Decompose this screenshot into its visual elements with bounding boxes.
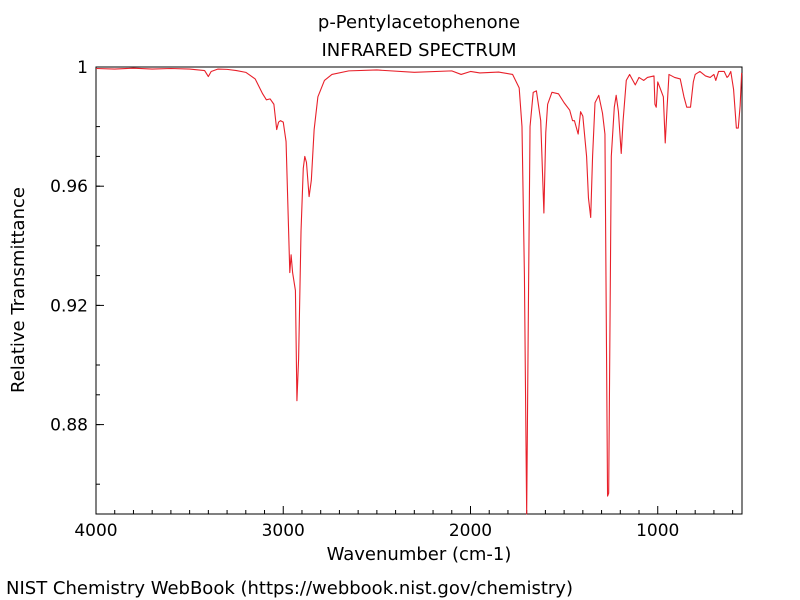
chart-title: p-Pentylacetophenone xyxy=(318,12,520,33)
y-axis-label: Relative Transmittance xyxy=(8,187,29,393)
spectrum-line xyxy=(95,67,743,515)
minor-ticks xyxy=(96,66,734,515)
x-tick-label: 3000 xyxy=(262,521,305,541)
y-axis-ticks: 1 0.96 0.92 0.88 xyxy=(50,58,104,436)
x-tick-label: 1000 xyxy=(636,521,679,541)
y-tick-label: 0.88 xyxy=(50,416,88,436)
y-tick-label: 0.96 xyxy=(50,177,88,197)
source-credit: NIST Chemistry WebBook (https://webbook.… xyxy=(6,578,573,599)
y-tick-label: 0.92 xyxy=(50,296,88,316)
y-tick-label: 1 xyxy=(77,58,88,78)
x-tick-label: 2000 xyxy=(449,521,492,541)
plot-frame xyxy=(95,66,743,515)
chart-subtitle: INFRARED SPECTRUM xyxy=(321,40,516,61)
x-axis-ticks: 4000 3000 2000 1000 xyxy=(74,506,679,541)
x-tick-label: 4000 xyxy=(74,521,117,541)
x-axis-label: Wavenumber (cm-1) xyxy=(327,544,512,565)
